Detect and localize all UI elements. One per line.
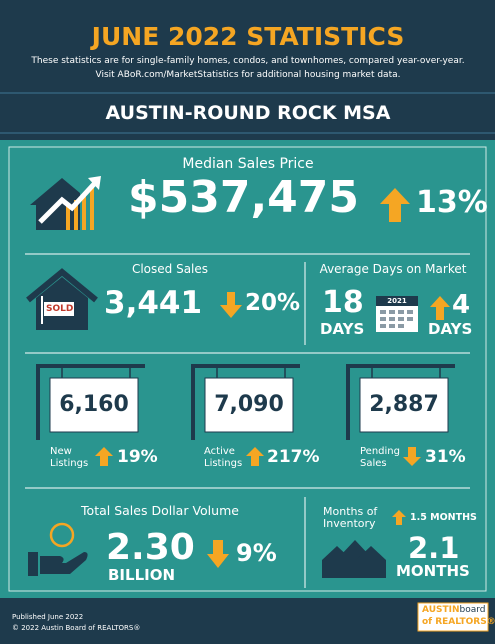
dom-unit: DAYS	[320, 320, 365, 338]
house-chart-icon	[30, 176, 101, 230]
published: Published June 2022	[12, 613, 84, 621]
down-arrow	[207, 540, 229, 568]
listing-value: 2,887	[369, 392, 439, 417]
calendar-year: 2021	[387, 297, 407, 305]
dom-value: 18	[322, 285, 364, 320]
sold-sign: SOLD	[46, 304, 74, 314]
down-arrow	[220, 292, 242, 318]
listing-label: Active Listings	[204, 446, 243, 469]
title: JUNE 2022 STATISTICS	[91, 22, 405, 51]
volume-unit: BILLION	[108, 566, 176, 584]
closed-value: 3,441	[104, 285, 203, 321]
sold-house-icon	[26, 268, 98, 330]
listing-value: 6,160	[59, 392, 129, 417]
dom-change: 4	[452, 290, 471, 320]
region: AUSTIN-ROUND ROCK MSA	[105, 102, 391, 124]
median-change: 13%	[416, 185, 488, 220]
subtitle: Visit ABoR.com/MarketStatistics for addi…	[95, 70, 401, 80]
volume-value: 2.30	[106, 527, 195, 568]
copyright: © 2022 Austin Board of REALTORS®	[12, 624, 141, 632]
median-value: $537,475	[128, 172, 360, 223]
volume-label: Total Sales Dollar Volume	[81, 503, 239, 518]
houses-icon	[322, 540, 386, 578]
listing-value: 7,090	[214, 392, 284, 417]
logo-board: board	[459, 605, 486, 615]
inventory-change: 1.5 MONTHS	[410, 512, 477, 523]
up-arrow	[380, 188, 410, 222]
listing-signs	[36, 364, 455, 440]
up-arrow	[430, 296, 450, 320]
panel-border	[8, 146, 487, 592]
median-label: Median Sales Price	[182, 156, 314, 172]
down-arrow	[403, 447, 421, 466]
change-arrows	[95, 188, 450, 568]
calendar-icon	[376, 296, 418, 332]
inventory-label: Months of Inventory	[323, 505, 378, 531]
closed-change: 20%	[245, 290, 301, 316]
dom-label: Average Days on Market	[319, 262, 467, 276]
up-arrow	[392, 510, 406, 525]
logo-austin: AUSTIN	[422, 605, 460, 615]
listing-change: 19%	[117, 447, 158, 467]
listing-change: 217%	[267, 447, 320, 467]
logo-box	[417, 602, 489, 632]
listing-change: 31%	[425, 447, 466, 467]
up-arrow	[95, 447, 113, 466]
up-arrow	[246, 447, 264, 466]
logo-text: of REALTORS®	[422, 617, 495, 627]
listing-label: Pending Sales	[360, 446, 400, 469]
inventory-unit: MONTHS	[396, 562, 470, 580]
money-hand-icon	[28, 522, 88, 576]
dom-change-unit: DAYS	[428, 320, 473, 338]
inventory-value: 2.1	[408, 531, 460, 565]
logo-text: AUSTINboard	[422, 606, 486, 615]
volume-change: 9%	[236, 539, 277, 567]
closed-label: Closed Sales	[131, 262, 209, 276]
subtitle: These statistics are for single-family h…	[31, 56, 465, 66]
listing-label: New Listings	[50, 446, 89, 469]
